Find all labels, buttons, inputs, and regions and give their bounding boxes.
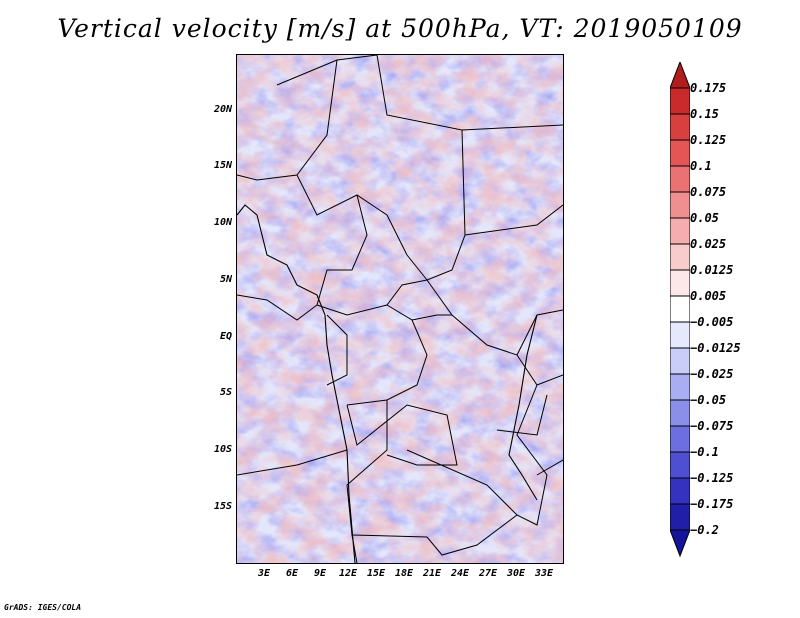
colorbar-segment [670,321,690,349]
colorbar-segment [670,503,690,531]
lon-label: 24E [450,568,470,579]
colorbar-label: −0.1 [690,445,719,459]
colorbar-arrow-bottom [670,529,690,558]
colorbar-label: 0.0125 [690,263,734,277]
lat-label: EQ [219,331,232,342]
colorbar-label: −0.0125 [690,341,741,355]
lon-label: 12E [338,568,358,579]
coastline [237,204,538,563]
colorbar-segment [670,87,690,115]
colorbar-segment [670,269,690,297]
colorbar-segment [670,347,690,375]
lon-label: 27E [478,568,498,579]
grads-credit: GrADS: IGES/COLA [4,603,82,612]
lat-label: 10S [213,444,232,455]
colorbar-label: 0.025 [690,237,727,251]
country-borders [237,55,563,563]
colorbar-label: −0.05 [690,393,727,407]
lat-label: 10N [213,217,232,228]
colorbar-label: 0.125 [690,133,727,147]
lat-label: 5N [219,274,232,285]
lon-label: 3E [257,568,271,579]
lon-label: 9E [313,568,327,579]
colorbar-segment [670,243,690,271]
colorbar-segment [670,295,690,323]
chart-title: Vertical velocity [m/s] at 500hPa, VT: 2… [57,14,743,43]
lon-label: 21E [422,568,442,579]
colorbar-segment [670,113,690,141]
colorbar-segment [670,425,690,453]
colorbar-label: 0.05 [690,211,719,225]
lon-label: 15E [366,568,386,579]
colorbar-segment [670,191,690,219]
lat-label: 15S [213,501,232,512]
colorbar-arrow-top [670,62,690,89]
map-canvas [237,55,563,563]
colorbar-label: −0.005 [690,315,734,329]
lon-label: 33E [534,568,554,579]
colorbar-segment [670,399,690,427]
colorbar-label: 0.15 [690,107,719,121]
colorbar-label: 0.075 [690,185,727,199]
colorbar-label: 0.175 [690,81,727,95]
velocity-map [236,54,564,564]
colorbar-label: −0.2 [690,523,719,537]
colorbar-segment [670,477,690,505]
lon-label: 18E [394,568,414,579]
lat-label: 20N [213,104,232,115]
colorbar [670,62,690,558]
colorbar-segment [670,139,690,167]
colorbar-segment [670,217,690,245]
colorbar-label: −0.125 [690,471,734,485]
lon-label: 6E [285,568,299,579]
colorbar-label: 0.005 [690,289,727,303]
colorbar-segment [670,373,690,401]
colorbar-label: 0.1 [690,159,712,173]
velocity-field [237,55,563,563]
lat-label: 15N [213,160,232,171]
colorbar-segment [670,165,690,193]
colorbar-segment [670,451,690,479]
colorbar-label: −0.075 [690,419,734,433]
lon-label: 30E [506,568,526,579]
lat-label: 5S [219,387,232,398]
colorbar-label: −0.175 [690,497,734,511]
colorbar-label: −0.025 [690,367,734,381]
